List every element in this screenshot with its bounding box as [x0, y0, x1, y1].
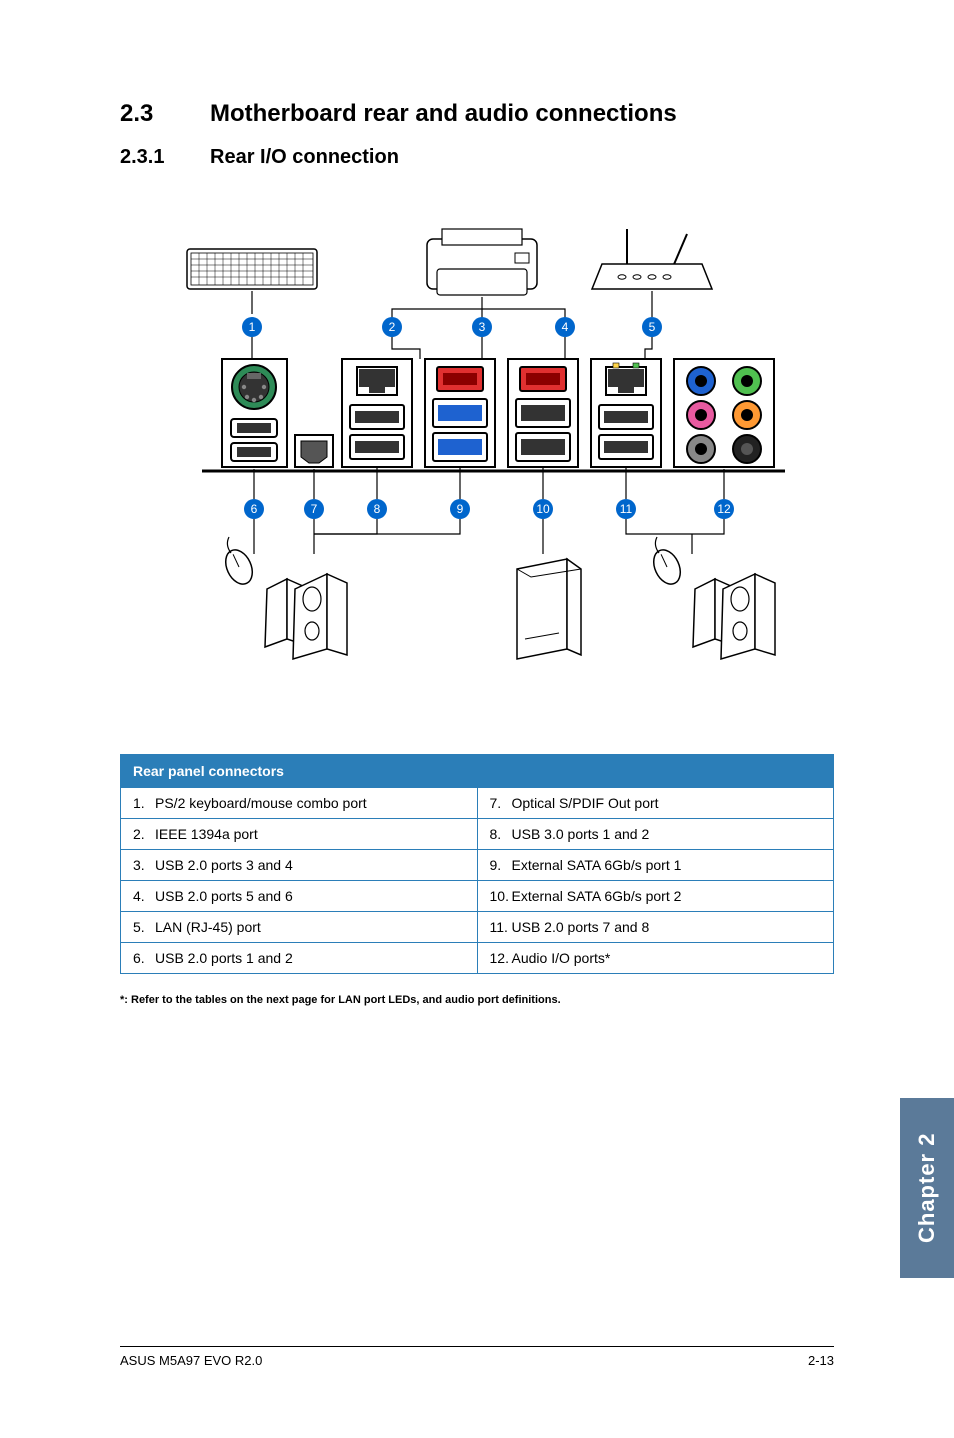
rear-panel [202, 359, 785, 471]
table-row: 1.PS/2 keyboard/mouse combo port 7.Optic… [121, 788, 834, 819]
svg-text:1: 1 [249, 320, 256, 334]
table-row: 6.USB 2.0 ports 1 and 2 12.Audio I/O por… [121, 943, 834, 974]
speakers-icon [265, 574, 347, 659]
table-row: 5.LAN (RJ-45) port 11.USB 2.0 ports 7 an… [121, 912, 834, 943]
callout-bubble-4: 4 [555, 317, 575, 337]
external-drive-icon [517, 559, 581, 659]
footer-model: ASUS M5A97 EVO R2.0 [120, 1353, 262, 1368]
callout-bubble-6: 6 [244, 499, 264, 519]
mouse-icon-2 [649, 537, 686, 588]
callout-bubble-12: 12 [714, 499, 734, 519]
keyboard-icon [187, 249, 317, 289]
callout-bubble-9: 9 [450, 499, 470, 519]
rear-io-diagram: 1 2 3 4 5 [147, 199, 807, 714]
subsection-heading: 2.3.1Rear I/O connection [120, 146, 834, 169]
printer-icon [427, 229, 537, 295]
section-title: Motherboard rear and audio connections [210, 100, 677, 127]
chapter-tab: Chapter 2 [900, 1098, 954, 1278]
svg-text:3: 3 [479, 320, 486, 334]
speakers-icon-2 [693, 574, 775, 659]
subsection-title: Rear I/O connection [210, 146, 399, 168]
svg-text:9: 9 [457, 502, 464, 516]
svg-text:5: 5 [649, 320, 656, 334]
svg-text:2: 2 [389, 320, 396, 334]
mouse-icon [221, 537, 258, 588]
callout-bubble-1: 1 [242, 317, 262, 337]
callout-bubble-10: 10 [533, 499, 553, 519]
svg-text:8: 8 [374, 502, 381, 516]
callout-bubble-7: 7 [304, 499, 324, 519]
section-number: 2.3 [120, 100, 210, 128]
callout-bubble-5: 5 [642, 317, 662, 337]
svg-text:7: 7 [311, 502, 318, 516]
svg-text:10: 10 [536, 502, 550, 516]
svg-text:12: 12 [717, 502, 731, 516]
footer-page-number: 2-13 [808, 1353, 834, 1368]
callout-bubble-8: 8 [367, 499, 387, 519]
svg-text:11: 11 [620, 502, 633, 516]
svg-text:6: 6 [251, 502, 258, 516]
table-row: 4.USB 2.0 ports 5 and 6 10.External SATA… [121, 881, 834, 912]
page-footer: ASUS M5A97 EVO R2.0 2-13 [120, 1346, 834, 1368]
footnote: *: Refer to the tables on the next page … [120, 994, 834, 1006]
table-row: 2.IEEE 1394a port 8.USB 3.0 ports 1 and … [121, 819, 834, 850]
callout-bubble-11: 11 [616, 499, 636, 519]
router-icon [592, 229, 712, 289]
callout-bubble-2: 2 [382, 317, 402, 337]
subsection-number: 2.3.1 [120, 146, 210, 169]
section-heading: 2.3Motherboard rear and audio connection… [120, 100, 834, 128]
rear-panel-connectors-table: Rear panel connectors 1.PS/2 keyboard/mo… [120, 754, 834, 974]
callout-bubble-3: 3 [472, 317, 492, 337]
table-header: Rear panel connectors [121, 755, 834, 788]
svg-text:4: 4 [562, 320, 569, 334]
table-row: 3.USB 2.0 ports 3 and 4 9.External SATA … [121, 850, 834, 881]
